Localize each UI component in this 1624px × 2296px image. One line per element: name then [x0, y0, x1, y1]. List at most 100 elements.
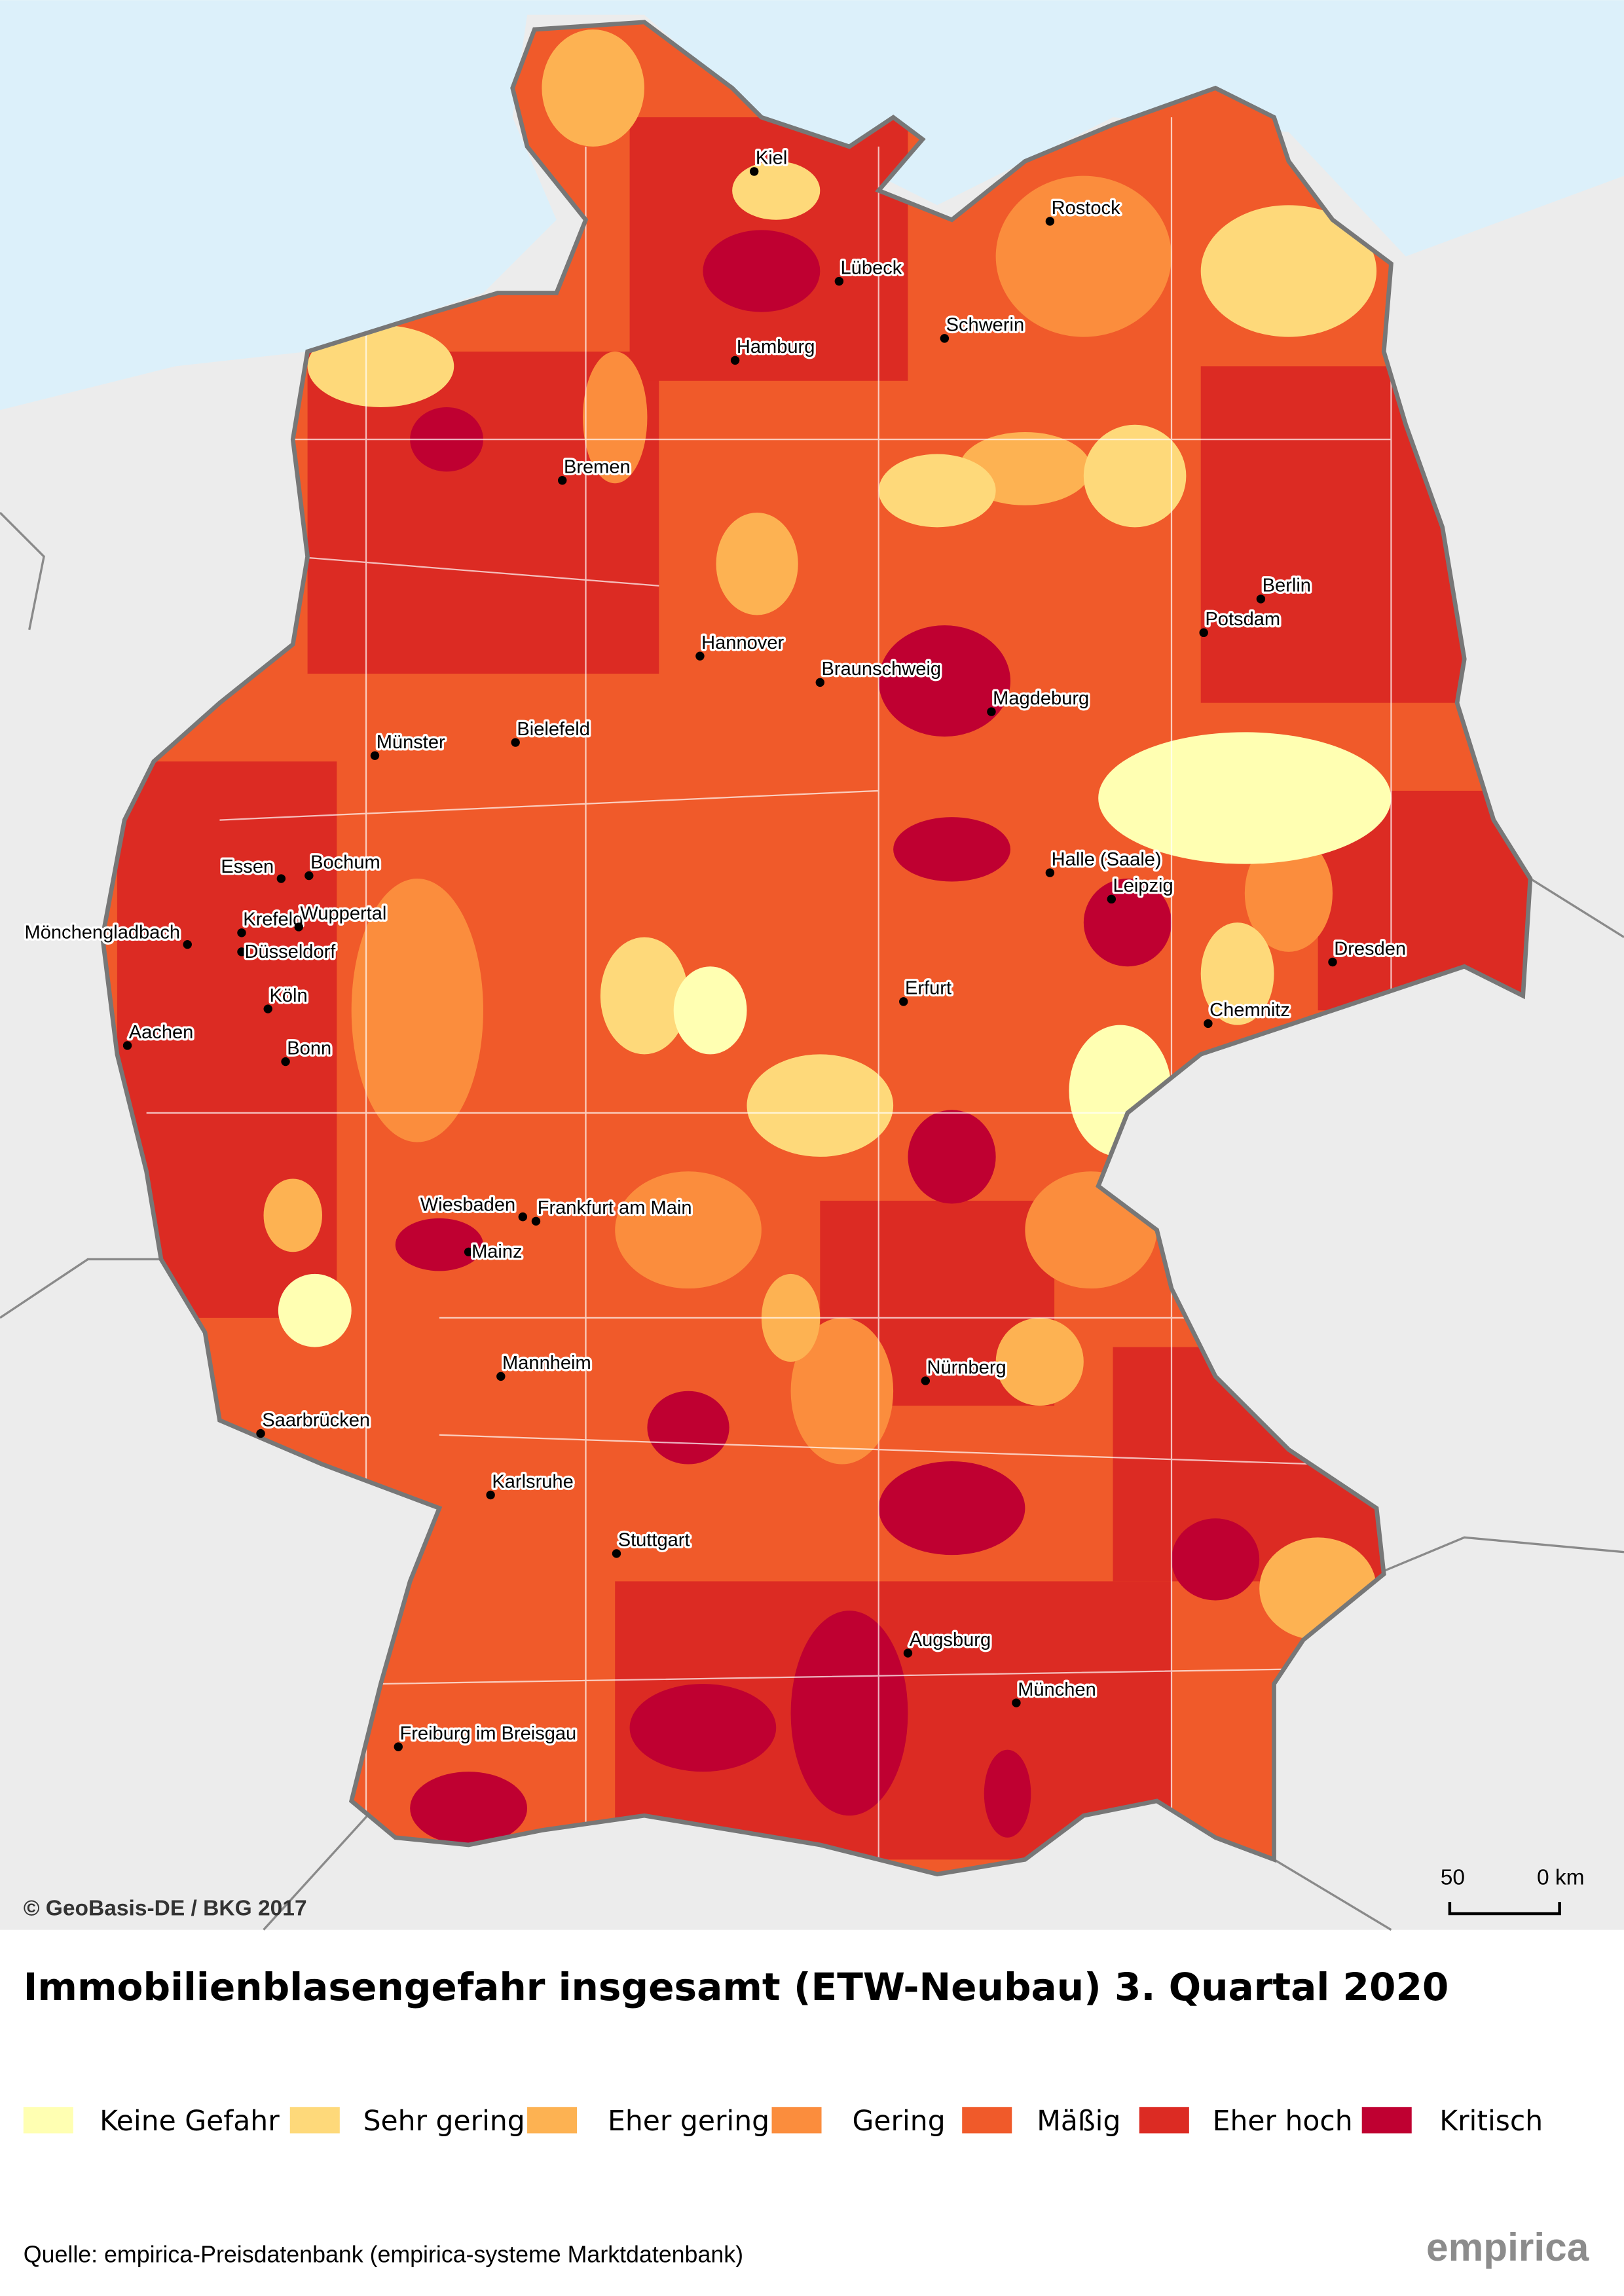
legend-swatch	[1361, 2107, 1412, 2134]
city-label: München	[1018, 1679, 1096, 1700]
city-dot	[1256, 594, 1266, 604]
city-label: Krefeld	[243, 909, 303, 930]
city-dot	[183, 939, 192, 949]
city-dot	[921, 1376, 931, 1385]
city-label: Bremen	[564, 457, 631, 478]
city-dot	[1012, 1698, 1021, 1707]
legend-label: Eher gering	[608, 2105, 769, 2138]
city-label: Erfurt	[905, 978, 951, 999]
district	[908, 1110, 996, 1204]
city-dot	[370, 751, 380, 760]
city-label: Leipzig	[1113, 875, 1173, 896]
city-dot	[281, 1057, 290, 1066]
district-borders	[146, 117, 1392, 1874]
district	[790, 1611, 908, 1816]
city-dot	[558, 476, 567, 485]
city-dot	[834, 276, 844, 286]
city-dot	[749, 167, 759, 176]
city-label: Düsseldorf	[244, 941, 336, 962]
district	[1244, 834, 1333, 952]
district	[307, 325, 454, 407]
city-label: Wuppertal	[300, 903, 386, 924]
districts	[102, 22, 1530, 1874]
city-dot	[1045, 217, 1055, 226]
neighbor-borders	[0, 511, 1624, 1931]
logo: empirica	[1426, 2225, 1589, 2269]
city-dot	[987, 707, 996, 716]
district	[747, 1054, 894, 1157]
city-dot	[695, 651, 705, 661]
city-label: Nürnberg	[927, 1357, 1006, 1378]
district	[410, 1772, 528, 1845]
city-label: Stuttgart	[618, 1530, 690, 1551]
district	[878, 625, 1011, 737]
district	[647, 1391, 729, 1465]
city-dot	[304, 871, 314, 881]
city-label: Bielefeld	[517, 719, 589, 740]
city-dot	[122, 1041, 132, 1050]
district	[615, 1171, 762, 1289]
scale-label: 50	[1441, 1865, 1465, 1889]
district	[1083, 879, 1172, 967]
district	[263, 1178, 322, 1252]
legend-swatch	[962, 2107, 1012, 2134]
district	[984, 1749, 1031, 1838]
city-dot	[294, 922, 303, 932]
city-dot	[1204, 1019, 1213, 1029]
district	[307, 351, 659, 674]
city-dot	[394, 1742, 403, 1751]
city-label: Bochum	[310, 852, 380, 873]
district	[1200, 205, 1377, 337]
city-label: Braunschweig	[822, 659, 942, 680]
city-dot	[1199, 628, 1208, 638]
district	[395, 1218, 483, 1271]
legend-label: Mäßig	[1037, 2105, 1120, 2138]
city-label: Chemnitz	[1209, 1000, 1290, 1021]
copyright: © GeoBasis-DE / BKG 2017	[24, 1896, 307, 1920]
city-dot	[256, 1429, 265, 1438]
district	[1200, 366, 1479, 703]
district	[278, 1273, 352, 1347]
city-label: Frankfurt am Main	[538, 1197, 692, 1218]
city-dot	[531, 1216, 541, 1226]
city-label: Wiesbaden	[420, 1195, 515, 1216]
city-dot	[899, 997, 908, 1006]
city-label: Münster	[377, 732, 445, 753]
district	[790, 1317, 894, 1465]
city-label: Dresden	[1334, 938, 1406, 959]
legend-label: Gering	[852, 2105, 945, 2138]
district	[1318, 790, 1530, 1011]
legend-label: Eher hoch	[1213, 2105, 1353, 2138]
scale-bar	[1448, 1902, 1561, 1916]
district	[1200, 922, 1274, 1025]
district	[732, 161, 821, 220]
district	[351, 879, 483, 1142]
city-label: Saarbrücken	[262, 1410, 370, 1430]
city-dot	[1107, 894, 1116, 904]
city-dot	[903, 1649, 913, 1658]
district	[629, 1683, 777, 1772]
district	[893, 817, 1011, 882]
district	[995, 1317, 1084, 1406]
city-dot	[518, 1212, 528, 1222]
city-dot	[511, 738, 520, 747]
city-dot	[1045, 868, 1055, 877]
city-label: Mainz	[471, 1241, 523, 1262]
city-label: Bonn	[287, 1038, 331, 1059]
title: Immobilienblasengefahr insgesamt (ETW-Ne…	[24, 1965, 1449, 2009]
city-dot	[464, 1247, 473, 1256]
city-label: Karlsruhe	[492, 1471, 573, 1492]
city-label: Lübeck	[841, 257, 902, 278]
city-label: Aachen	[129, 1022, 194, 1043]
district	[542, 29, 644, 147]
city-label: Berlin	[1263, 575, 1311, 596]
city-label: Kiel	[756, 148, 787, 169]
city-label: Rostock	[1052, 198, 1120, 219]
city-label: Mannheim	[502, 1353, 591, 1374]
district	[1171, 1518, 1260, 1601]
city-dot	[496, 1372, 506, 1381]
district	[1083, 424, 1187, 528]
city-label: Magdeburg	[993, 688, 1089, 709]
